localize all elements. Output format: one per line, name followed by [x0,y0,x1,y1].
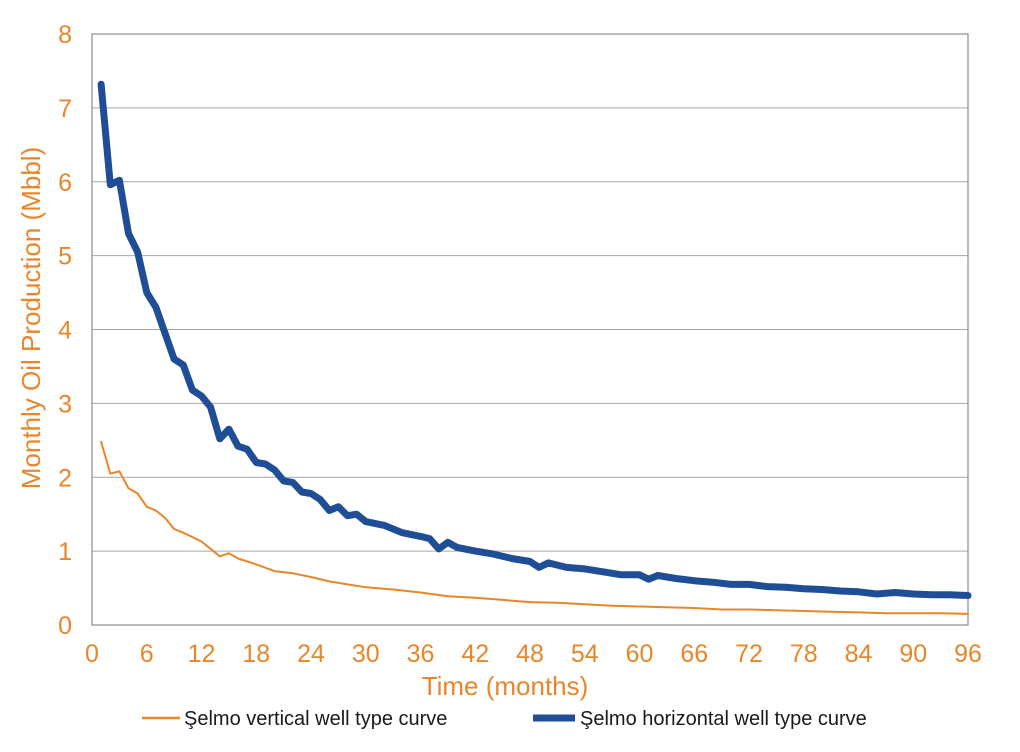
y-tick-label: 8 [58,21,72,49]
grid-lines [92,107,968,552]
y-tick-label: 4 [58,317,72,345]
x-tick-label: 96 [954,640,982,668]
legend-label-vertical: Şelmo vertical well type curve [184,708,447,730]
x-tick-label: 24 [297,640,325,668]
y-tick-label: 3 [58,390,72,418]
y-axis-title: Monthly Oil Production (Mbbl) [16,147,46,489]
y-tick-label: 5 [58,243,72,271]
y-tick-label: 7 [58,95,72,123]
x-tick-label: 60 [626,640,654,668]
y-tick-label: 0 [58,612,72,640]
x-tick-label: 42 [461,640,489,668]
x-axis-title: Time (months) [422,671,589,701]
x-axis-ticks: 0 6 12 18 24 30 36 42 48 54 60 66 72 78 84 90 96 [85,640,982,668]
x-tick-label: 6 [140,640,154,668]
x-tick-label: 90 [899,640,927,668]
x-tick-label: 48 [516,640,544,668]
plot-area-border [91,33,969,626]
x-tick-label: 66 [680,640,708,668]
y-tick-label: 6 [58,169,72,197]
legend: Şelmo vertical well type curve Şelmo hor… [142,708,867,730]
x-tick-label: 30 [352,640,380,668]
x-tick-label: 12 [188,640,216,668]
y-axis-ticks: 0 1 2 3 4 5 6 7 8 [58,21,72,640]
x-tick-label: 0 [85,640,99,668]
legend-label-horizontal: Şelmo horizontal well type curve [580,708,867,730]
x-tick-label: 36 [407,640,435,668]
series-line-horizontal-well [97,80,972,599]
series-lines [97,80,972,615]
x-tick-label: 78 [790,640,818,668]
x-tick-label: 54 [571,640,599,668]
x-tick-label: 72 [735,640,763,668]
series-line-vertical-well [100,440,969,615]
y-tick-label: 2 [58,464,72,492]
x-tick-label: 84 [845,640,873,668]
x-tick-label: 18 [242,640,270,668]
y-tick-label: 1 [58,538,72,566]
